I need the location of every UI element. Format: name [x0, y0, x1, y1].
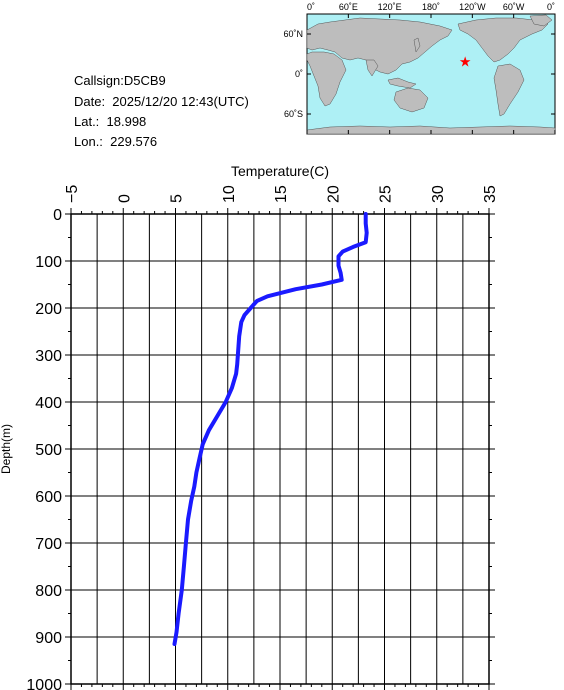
- y-tick-label-0: 0: [53, 207, 62, 224]
- map-lon-label-1: 60˚E: [339, 2, 358, 12]
- longitude-label: Lon.: 229.576: [74, 134, 158, 149]
- latitude-label: Lat.: 18.998: [74, 114, 147, 129]
- x-tick-label-2: 5: [169, 194, 186, 203]
- x-tick-label-8: 35: [482, 185, 499, 203]
- world-map-inset: 0˚ 60˚E 120˚E 180˚ 120˚W 60˚W 0˚ 60˚N 0˚ 60˚S ★: [283, 2, 556, 135]
- indonesia-shape: [387, 77, 417, 89]
- callsign-label: Callsign:D5CB9: [74, 73, 166, 88]
- map-lat-label-1: 0˚: [295, 69, 303, 79]
- map-ticks: [306, 14, 556, 134]
- greenland-shape: [529, 14, 553, 27]
- x-tick-label-0: −5: [64, 185, 81, 203]
- temperature-depth-plot: −5 0 5 10 15 20 25 30 35 01002003004005006007008…: [0, 163, 499, 690]
- plot-frame: [70, 213, 490, 685]
- y-tick-label-1: 100: [35, 254, 62, 271]
- x-tick-label-7: 30: [430, 185, 447, 203]
- y-tick-label-5: 500: [35, 442, 62, 459]
- date-label: Date: 2025/12/20 12:43(UTC): [74, 94, 249, 109]
- north-america-shape: [457, 17, 549, 63]
- x-tick-label-5: 20: [325, 185, 342, 203]
- y-tick-label-3: 300: [35, 348, 62, 365]
- map-tick-labels: 0˚ 60˚E 120˚E 180˚ 120˚W 60˚W 0˚ 60˚N 0˚ 60˚S: [283, 2, 555, 119]
- x-tick-labels: −5 0 5 10 15 20 25 30 35: [64, 185, 499, 203]
- y-tick-label-2: 200: [35, 301, 62, 318]
- y-tick-label-6: 600: [35, 489, 62, 506]
- minor-ticks: [65, 208, 495, 690]
- y-tick-label-7: 700: [35, 536, 62, 553]
- y-tick-label-10: 1000: [26, 677, 62, 690]
- temperature-profile-line: [172, 212, 369, 646]
- map-lon-label-6: 0˚: [547, 2, 555, 12]
- x-tick-label-4: 15: [273, 185, 290, 203]
- y-tick-label-9: 900: [35, 630, 62, 647]
- station-marker: ★: [459, 53, 472, 69]
- south-america-shape: [493, 63, 525, 117]
- map-lat-label-0: 60˚N: [283, 29, 303, 39]
- map-lon-label-0: 0˚: [307, 2, 315, 12]
- y-tick-label-8: 800: [35, 583, 62, 600]
- x-tick-label-3: 10: [221, 185, 238, 203]
- x-tick-label-1: 0: [116, 194, 133, 203]
- map-landmasses: [306, 14, 556, 135]
- eurasia-shape: [306, 17, 453, 75]
- map-lon-label-5: 60˚W: [503, 2, 525, 12]
- y-tick-label-4: 400: [35, 395, 62, 412]
- australia-shape: [393, 87, 429, 113]
- africa-shape: [306, 51, 347, 107]
- y-axis-title: Depth(m): [0, 424, 13, 474]
- map-lon-label-2: 120˚E: [378, 2, 402, 12]
- x-tick-label-6: 25: [378, 185, 395, 203]
- japan-shape: [413, 37, 421, 53]
- map-lon-label-3: 180˚: [422, 2, 440, 12]
- x-axis-title: Temperature(C): [231, 163, 329, 179]
- map-lat-label-2: 60˚S: [284, 109, 303, 119]
- y-tick-labels: 0 100 200 300 400 500 600 700 800 900 1000: [26, 207, 62, 690]
- map-lon-label-4: 120˚W: [459, 2, 486, 12]
- india-shape: [365, 59, 379, 77]
